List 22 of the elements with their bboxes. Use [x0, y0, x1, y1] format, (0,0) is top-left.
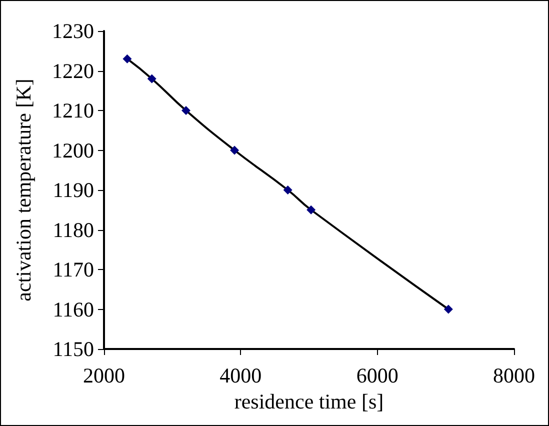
x-tick-label: 6000: [356, 364, 398, 388]
y-tick-label: 1170: [52, 258, 94, 282]
point: [147, 74, 156, 84]
y-tick-label: 1210: [52, 98, 94, 122]
point: [283, 186, 292, 194]
point: [306, 205, 316, 214]
y-tick-label: 1200: [52, 138, 94, 162]
y-axis-title: activation temperature [K]: [12, 78, 36, 302]
x-tick-label: 4000: [220, 364, 262, 388]
point: [444, 304, 453, 314]
y-tick-label: 1190: [52, 178, 94, 202]
y-tick-label: 1220: [52, 58, 94, 83]
y-tick-label: 1150: [52, 337, 94, 361]
x-tick-label: 2000: [83, 364, 125, 388]
y-tick-label: 1230: [52, 19, 94, 43]
y-tick-label: 1180: [52, 218, 94, 242]
point: [122, 54, 132, 64]
y-tick-label: 1160: [52, 297, 94, 322]
x-tick-label: 8000: [493, 364, 535, 388]
x-axis-title: residence time [s]: [234, 389, 384, 414]
point: [230, 146, 240, 155]
point: [182, 106, 190, 115]
